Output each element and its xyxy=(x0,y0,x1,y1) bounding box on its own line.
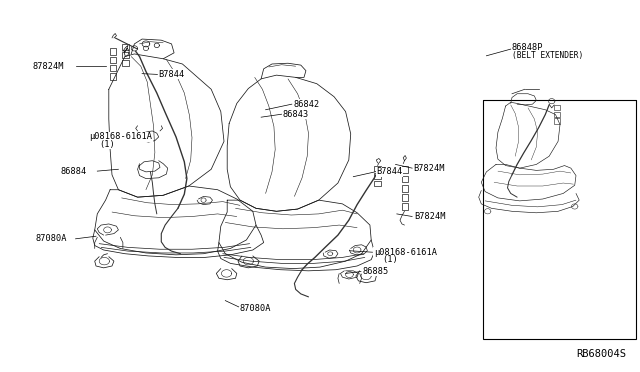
Text: 86884: 86884 xyxy=(61,167,87,176)
Text: 87080A: 87080A xyxy=(240,304,271,312)
Bar xyxy=(122,60,129,66)
Text: B7844: B7844 xyxy=(159,70,185,79)
Bar xyxy=(110,57,116,63)
Bar xyxy=(402,194,408,201)
Bar xyxy=(374,173,381,179)
Text: RB68004S: RB68004S xyxy=(576,349,626,359)
Bar xyxy=(402,176,408,182)
Text: (1): (1) xyxy=(383,255,399,264)
Text: B7824M: B7824M xyxy=(415,212,446,221)
Text: 86885: 86885 xyxy=(362,267,388,276)
Bar xyxy=(483,100,636,339)
Bar xyxy=(554,118,560,124)
Text: (1): (1) xyxy=(99,140,115,149)
Bar xyxy=(402,185,408,192)
Bar xyxy=(110,65,116,71)
Text: 86848P: 86848P xyxy=(512,43,543,52)
Text: 87080A: 87080A xyxy=(35,234,67,243)
Text: 87824M: 87824M xyxy=(33,62,64,71)
Text: 86842: 86842 xyxy=(293,100,319,109)
Text: B7824M: B7824M xyxy=(413,164,445,173)
Text: 86843: 86843 xyxy=(283,110,309,119)
Text: µ08168-6161A: µ08168-6161A xyxy=(90,132,152,141)
Bar xyxy=(554,112,560,117)
Text: µ08168-6161A: µ08168-6161A xyxy=(374,248,436,257)
Text: B7844: B7844 xyxy=(376,167,403,176)
Text: (BELT EXTENDER): (BELT EXTENDER) xyxy=(512,51,583,60)
Bar xyxy=(402,203,408,210)
Bar xyxy=(554,105,560,110)
Bar xyxy=(122,44,129,50)
Bar xyxy=(374,166,381,171)
Bar xyxy=(122,52,129,58)
Bar xyxy=(110,73,116,80)
Bar xyxy=(374,181,381,186)
Bar xyxy=(110,48,116,55)
Bar xyxy=(402,166,408,173)
